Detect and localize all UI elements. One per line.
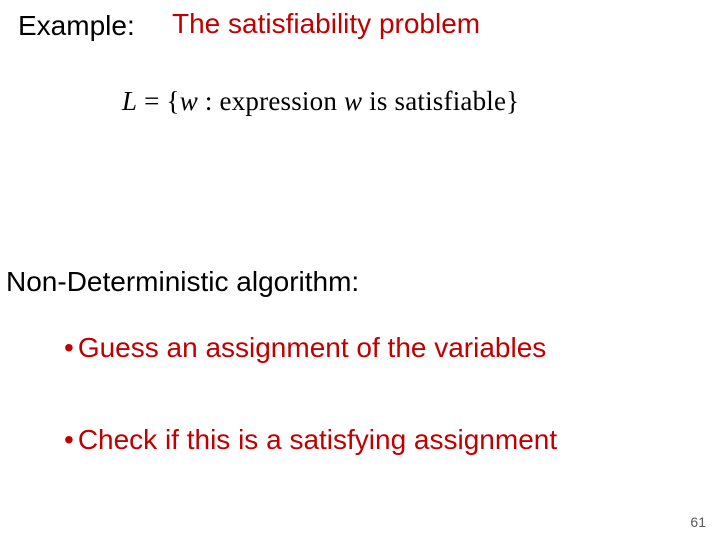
formula-L: L: [122, 86, 137, 116]
bullet-item-1: •Guess an assignment of the variables: [64, 332, 546, 364]
example-label: Example:: [18, 10, 135, 42]
bullet-dot-icon: •: [64, 332, 74, 364]
formula-eq-open: = {: [137, 86, 180, 116]
formula-sep: : expression: [198, 86, 344, 116]
bullet-text-2: Check if this is a satisfying assignment: [78, 424, 557, 455]
page-number: 61: [690, 514, 706, 530]
slide-title: The satisfiability problem: [172, 8, 480, 40]
bullet-text-1: Guess an assignment of the variables: [78, 332, 546, 363]
subheading-nondeterministic: Non-Deterministic algorithm:: [6, 266, 359, 298]
bullet-item-2: •Check if this is a satisfying assignmen…: [64, 424, 557, 456]
formula-w1: w: [180, 86, 198, 116]
formula-w2: w: [344, 86, 362, 116]
formula-definition: L = {w : expression w is satisfiable}: [122, 86, 519, 117]
formula-tail: is satisfiable}: [362, 86, 519, 116]
bullet-dot-icon: •: [64, 424, 74, 456]
slide: Example: The satisfiability problem L = …: [0, 0, 720, 540]
